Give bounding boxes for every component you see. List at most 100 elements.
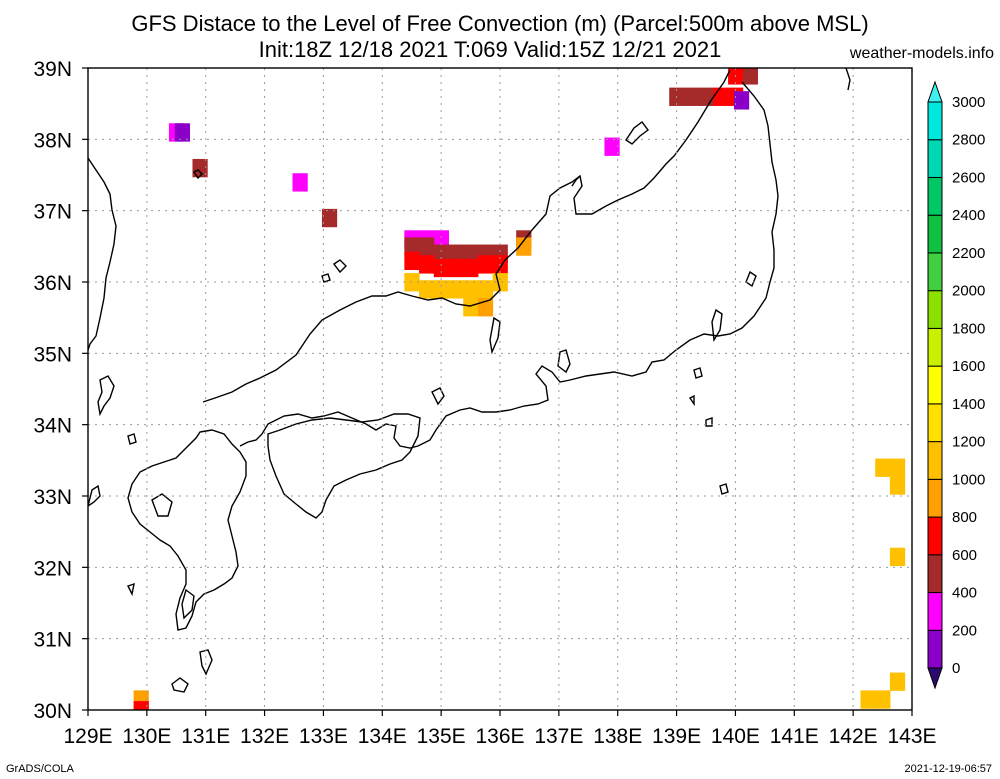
lfc-cell [192,158,208,178]
lfc-cell [698,87,714,106]
lfc-cell [419,280,435,299]
miyake-island [705,417,713,427]
map-graticule [88,68,912,710]
colorbar-swatch [927,290,943,329]
colorbar-swatch [927,214,943,254]
lon-label: 132E [240,725,289,748]
lfc-cell [448,258,464,278]
credit-label: GrADS/COLA [6,763,74,775]
lfc-cell [463,298,479,317]
render-timestamp: 2021-12-19-06:57 [904,763,992,775]
lat-label: 36N [33,272,72,295]
lon-axis-labels: 129E 130E 131E 132E 133E 134E 135E 136E 137E 138E… [63,725,936,748]
amakusa-island [151,493,173,517]
lon-label: 140E [711,725,760,748]
lfc-cell [889,672,906,691]
colorbar-swatch [927,478,943,518]
colorbar-label: 200 [952,622,977,639]
colorbar-label: 2600 [952,169,985,186]
lat-label: 30N [33,700,72,723]
koshiki-island [127,582,135,597]
shikoku-coastline [267,413,421,519]
lfc-cell [463,280,479,299]
lfc-cell [733,91,750,110]
lat-label: 32N [33,557,72,580]
colorbar-label: 2800 [952,132,985,149]
colorbar-swatch [927,101,943,141]
colorbar-label: 1800 [952,320,985,337]
lfc-cell [463,258,479,278]
convection-cells [133,68,906,710]
lfc-cell [404,251,420,271]
awaji-island [431,387,445,406]
kyushu-coastline [127,429,247,631]
lfc-cell [433,280,449,299]
colorbar-swatch [927,139,943,178]
colorbar-swatch [927,176,943,216]
colorbar-label: 1600 [952,358,985,375]
lat-label: 39N [33,58,72,81]
lat-label: 38N [33,129,72,152]
lon-label: 143E [887,725,936,748]
oki-islands [332,259,347,274]
lfc-cell [433,258,449,278]
lfc-cell [477,255,494,274]
lfc-cell [321,208,338,228]
lon-label: 135E [417,725,466,748]
colorbar-label: 1200 [952,434,985,451]
lon-label: 134E [358,725,407,748]
ise-bay [557,349,571,374]
lfc-cell [448,244,464,263]
yakushima [171,677,189,693]
site-watermark: weather-models.info [849,45,994,62]
colorbar-swatch [927,441,943,480]
map-subtitle: Init:18Z 12/18 2021 T:069 Valid:15Z 12/2… [258,37,722,62]
colorbar-swatch [927,629,943,669]
lfc-cell [889,547,906,567]
lfc-cell [477,280,494,299]
lon-label: 129E [63,725,112,748]
colorbar-label: 2400 [952,207,985,224]
noto-peninsula [571,175,581,187]
plot-frame [87,67,913,711]
lat-label: 35N [33,343,72,366]
lon-label: 138E [593,725,642,748]
colorbar-swatch [927,403,943,443]
lfc-cell [433,230,449,249]
lfc-cell [133,701,149,710]
lfc-cell [875,458,891,477]
tokyo-bay [711,308,723,343]
lat-label: 31N [33,629,72,652]
lon-label: 137E [534,725,583,748]
korea-coastline [88,157,117,351]
lon-label: 142E [829,725,878,748]
lon-label: 141E [770,725,819,748]
lfc-cell [742,68,758,85]
lat-axis-labels: 30N 31N 32N 33N 34N 35N 36N 37N 38N 39N [33,58,72,723]
lon-label: 139E [652,725,701,748]
lfc-cell [448,280,464,299]
iki-island [127,433,137,445]
lfc-cell [433,244,449,263]
lake-biwa [489,316,501,355]
lon-label: 136E [475,725,524,748]
honshu-coastline [202,69,731,403]
lfc-cell [419,237,435,256]
coastline [88,68,851,693]
hachijo-island [719,483,729,495]
lfc-cell [860,690,876,709]
ulleung-island [192,169,203,180]
colorbar-low-arrow [927,667,943,690]
lfc-cell [875,690,891,709]
tanegashima [199,649,213,676]
colorbar-label: 2000 [952,283,985,300]
lat-label: 37N [33,201,72,224]
lfc-cell [683,87,700,106]
lfc-cell [889,476,906,495]
lfc-cell [419,255,435,274]
colorbar-label: 800 [952,509,977,526]
lfc-cell [292,173,308,192]
lfc-cell [404,237,420,256]
honshu-east-coastline [239,81,779,449]
